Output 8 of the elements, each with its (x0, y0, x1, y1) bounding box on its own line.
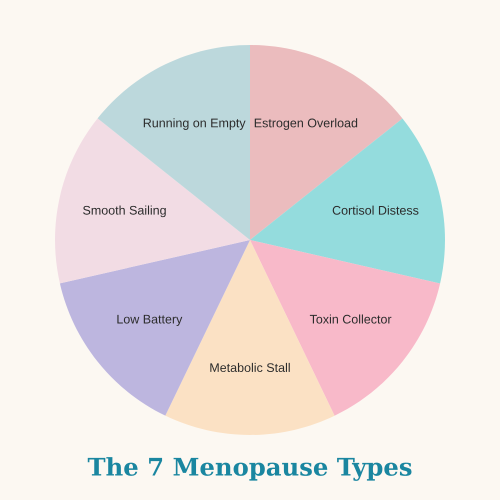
slice-label: Low Battery (117, 314, 182, 326)
slice-label: Smooth Sailing (83, 206, 166, 218)
slice-label: Toxin Collector (310, 314, 392, 324)
text: The 7 Menopause Types (88, 457, 412, 481)
slice-label: Cortisol Distess (332, 206, 418, 215)
slice-label: Metabolic Stall (210, 362, 290, 372)
slice-label: Estrogen Overload (254, 118, 358, 130)
slice-label: Running on Empty (144, 118, 246, 130)
